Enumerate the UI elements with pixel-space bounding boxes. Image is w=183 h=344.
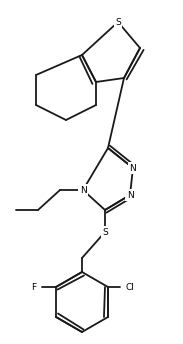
Text: Cl: Cl — [126, 282, 135, 291]
Text: S: S — [115, 18, 121, 26]
Text: F: F — [31, 282, 37, 291]
Text: N: N — [80, 185, 86, 194]
Text: S: S — [102, 227, 108, 237]
Text: N: N — [130, 163, 136, 172]
Text: N: N — [127, 191, 133, 200]
